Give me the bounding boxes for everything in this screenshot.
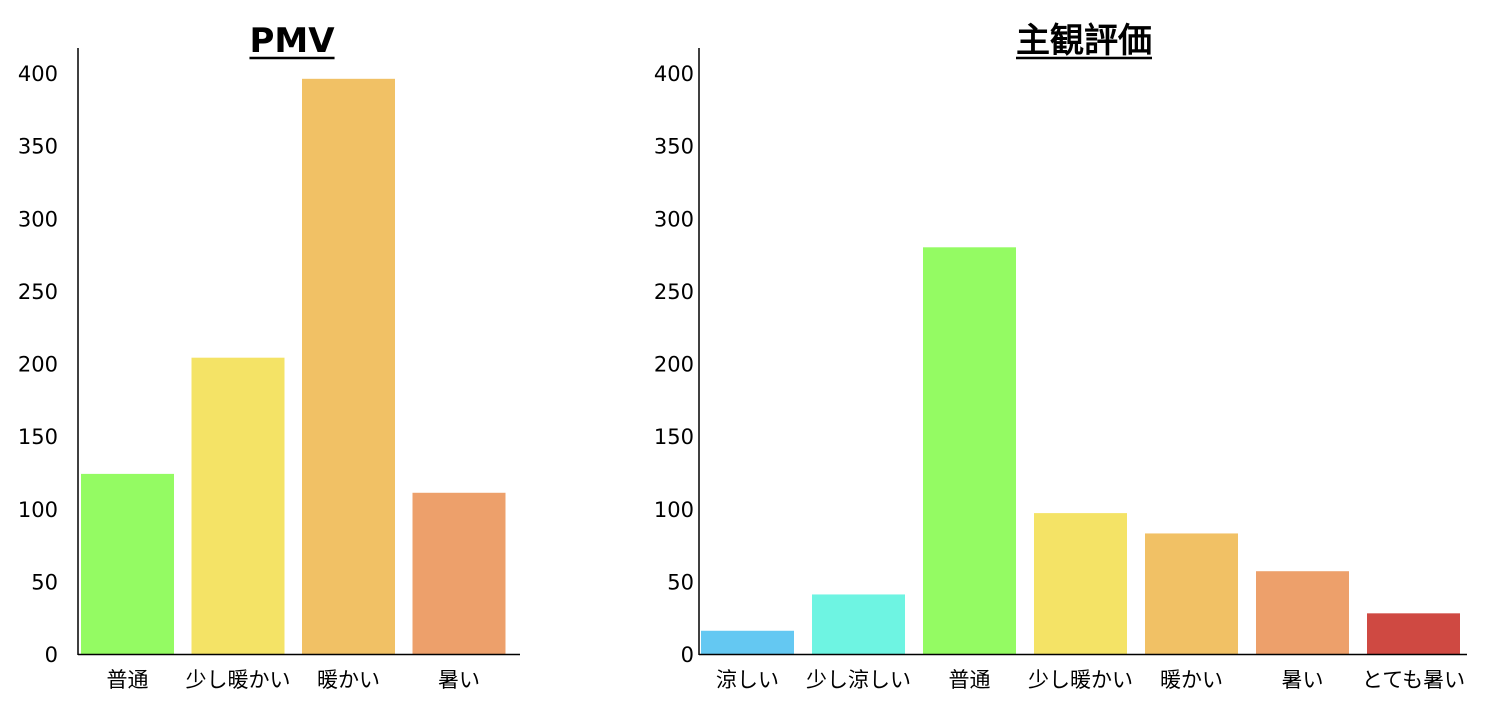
y-tick-label: 50 xyxy=(667,570,694,594)
pmv-chart: PMV 0 50 100 150 200 250 300 350 400 普通 少し暖かい 暖かい 暑い xyxy=(18,21,520,692)
y-tick-label: 150 xyxy=(654,425,694,449)
x-category-label: とても暑い xyxy=(1362,668,1465,692)
chart-title: PMV xyxy=(249,21,335,61)
subjective-evaluation-chart: 主観評価 0 50 100 150 200 250 300 350 400 涼しい 少し涼しい 普通 少し… xyxy=(654,21,1467,692)
x-category-label: 暖かい xyxy=(317,668,380,692)
y-tick-label: 200 xyxy=(654,353,694,377)
x-category-label: 普通 xyxy=(107,668,149,692)
bar-普通 xyxy=(923,247,1016,655)
y-tick-label: 250 xyxy=(18,280,58,304)
bar-暖かい xyxy=(1145,533,1238,654)
bar-少し涼しい xyxy=(812,594,905,654)
x-category-label: 普通 xyxy=(949,668,991,692)
bar-暑い xyxy=(412,492,506,654)
y-tick-label: 350 xyxy=(654,135,694,159)
y-tick-label: 100 xyxy=(18,498,58,522)
bar-涼しい xyxy=(701,630,794,654)
bar-とても暑い xyxy=(1367,613,1460,654)
x-category-label: 少し暖かい xyxy=(186,668,291,692)
bar-普通 xyxy=(81,473,174,654)
y-tick-label: 300 xyxy=(18,207,58,231)
y-tick-label: 150 xyxy=(18,425,58,449)
y-tick-label: 200 xyxy=(18,353,58,377)
bar-少し暖かい xyxy=(191,357,285,654)
x-category-label: 少し涼しい xyxy=(806,668,911,692)
y-tick-label: 400 xyxy=(654,62,694,86)
x-category-label: 暑い xyxy=(1282,668,1324,692)
x-category-label: 涼しい xyxy=(716,668,779,692)
y-tick-label: 350 xyxy=(18,135,58,159)
bar-少し暖かい xyxy=(1034,513,1127,654)
bar-暑い xyxy=(1256,571,1349,654)
bar-暖かい xyxy=(302,78,395,654)
chart-title: 主観評価 xyxy=(1016,21,1152,61)
y-tick-label: 250 xyxy=(654,280,694,304)
y-tick-label: 0 xyxy=(681,643,694,667)
x-category-label: 暑い xyxy=(438,668,480,692)
x-category-label: 少し暖かい xyxy=(1028,668,1133,692)
y-tick-label: 0 xyxy=(45,643,58,667)
y-tick-label: 50 xyxy=(31,570,58,594)
y-tick-label: 300 xyxy=(654,207,694,231)
y-tick-label: 100 xyxy=(654,498,694,522)
y-tick-label: 400 xyxy=(18,62,58,86)
x-category-label: 暖かい xyxy=(1160,668,1223,692)
